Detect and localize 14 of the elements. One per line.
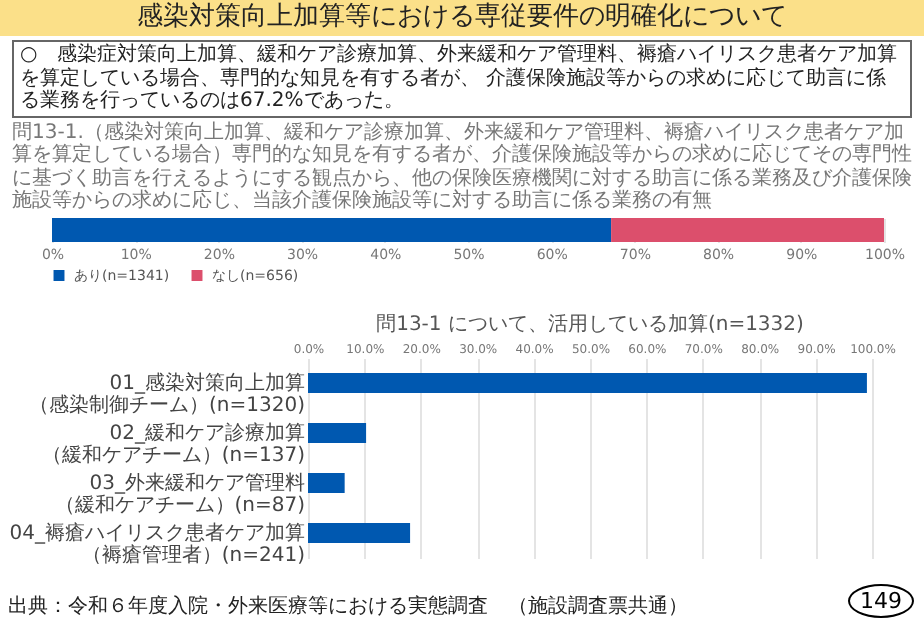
chart-title: 問13-1 について、活用している加算(n=1332) — [376, 311, 805, 335]
text: 感染対策向上加算等における専従要件の明確化について — [0, 0, 924, 36]
y-tick-label: 02_緩和ケア診療加算（緩和ケアチーム）(n=137) — [41, 420, 306, 466]
chart-title: 問13-1.（感染対策向上加算、緩和ケア診療加算、外来緩和ケア管理料、褥瘡ハイリスク患者ケア加算を算定している場合）専門的な知見を有する者が、介護保険施設等からの求めに応じてその専門性に基づく助言を行えるようにする観点から、他の保険医療機関に対する助言に係る業務及び介護保険施設等からの求めに応じ、当該介護保険施設等に対する助言に係る業務の有無 — [12, 121, 912, 213]
y-tick-label: 04_褥瘡ハイリスク患者ケア加算（褥瘡管理者）(n=241) — [9, 520, 306, 566]
bar — [308, 422, 367, 442]
bar — [308, 472, 345, 492]
y-tick-label: 03_外来緩和ケア管理料（緩和ケアチーム）(n=87) — [54, 470, 306, 516]
text: ○ 感染症対策向上加算、緩和ケア診療加算、外来緩和ケア管理料、褥瘡ハイリスク患者ケア加算を算定している場合、専門的な知見を有する者が、 介護保険施設等からの求めに応じて助言に係る業務を行っているのは67.2%であった。 — [12, 40, 912, 117]
bar — [308, 522, 411, 542]
y-tick-label: 01_感染対策向上加算（感染制御チーム）(n=1320) — [29, 370, 306, 416]
source-note: 出典：令和６年度入院・外来医療等における実態調査 （施設調査票共通） — [8, 593, 688, 620]
bar — [308, 372, 867, 392]
text: 149 — [848, 584, 914, 618]
